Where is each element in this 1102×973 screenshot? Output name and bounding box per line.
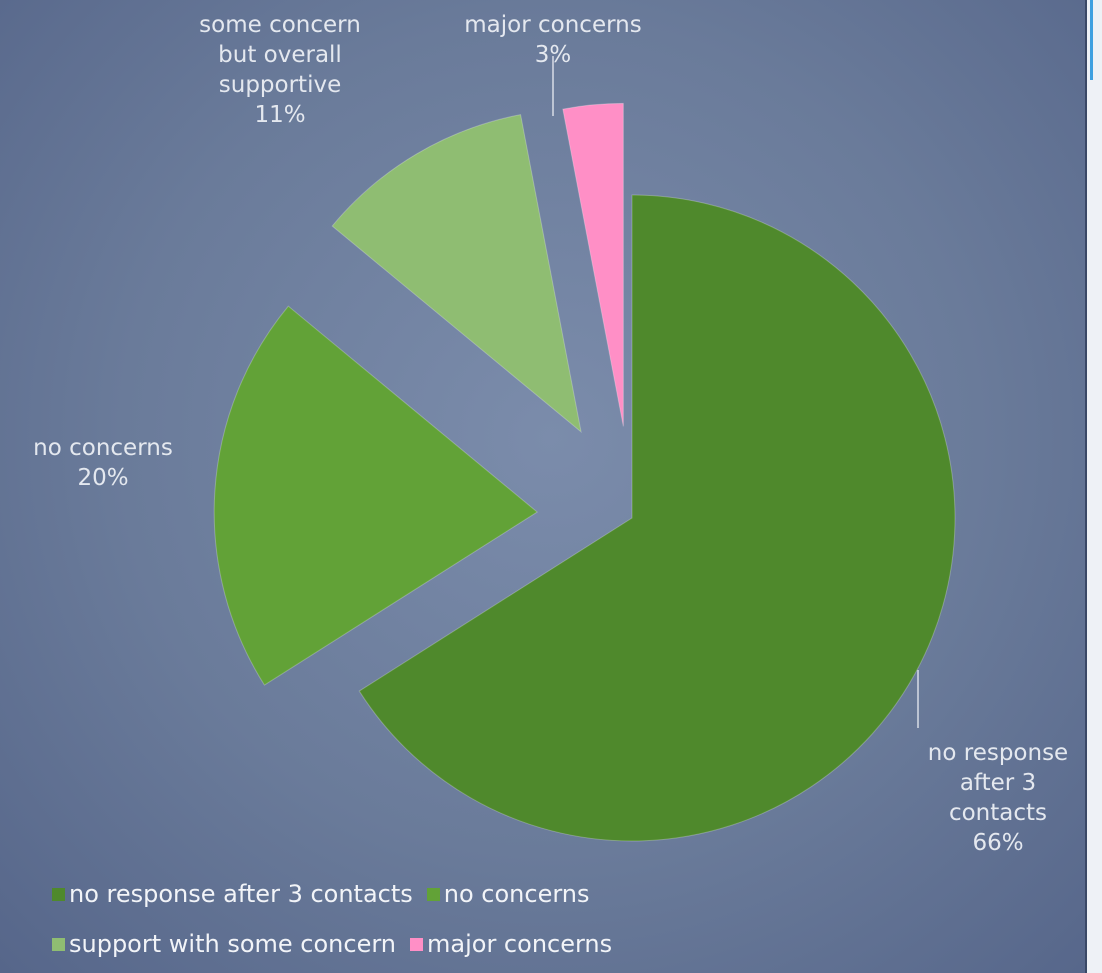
side-strip xyxy=(1085,0,1102,973)
legend-swatch xyxy=(52,887,65,901)
legend-label: support with some concern xyxy=(69,930,396,958)
legend-swatch xyxy=(52,937,65,951)
data-label-text: some concern but overall supportive xyxy=(199,12,361,98)
data-label-text: 66% xyxy=(972,830,1024,856)
legend-item: major concerns xyxy=(410,926,612,962)
pie-slice xyxy=(331,114,582,434)
data-label: some concern but overall supportive 11% xyxy=(180,10,380,130)
pie-slice xyxy=(562,102,624,427)
data-label-text: 20% xyxy=(77,465,129,491)
legend-item: support with some concern xyxy=(52,926,396,962)
legend-item: no concerns xyxy=(426,876,590,912)
pie-slice xyxy=(213,305,539,686)
legend-item: no response after 3 contacts xyxy=(52,876,413,912)
data-label-text: no response after 3 contacts xyxy=(927,740,1069,826)
pie-slice xyxy=(358,194,956,842)
data-label-text: 3% xyxy=(534,42,572,68)
data-label-text: 11% xyxy=(254,102,306,128)
legend-label: major concerns xyxy=(427,930,613,958)
data-label: no response after 3 contacts 66% xyxy=(918,738,1078,858)
data-label: no concerns 20% xyxy=(0,433,206,493)
legend-swatch xyxy=(426,887,440,901)
data-label: major concerns 3% xyxy=(430,10,676,70)
data-label-text: no concerns xyxy=(33,435,173,461)
legend-label: no response after 3 contacts xyxy=(69,880,413,908)
legend-swatch xyxy=(410,937,423,951)
legend-label: no concerns xyxy=(443,880,590,908)
legend: no response after 3 contacts no concerns s… xyxy=(52,876,732,962)
data-label-text: major concerns xyxy=(464,12,642,38)
